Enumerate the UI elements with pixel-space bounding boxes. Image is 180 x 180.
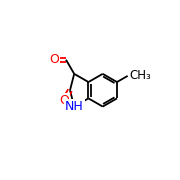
- Text: NH: NH: [65, 100, 84, 113]
- Text: O: O: [50, 53, 59, 66]
- Text: O: O: [59, 94, 69, 107]
- Text: CH₃: CH₃: [129, 69, 151, 82]
